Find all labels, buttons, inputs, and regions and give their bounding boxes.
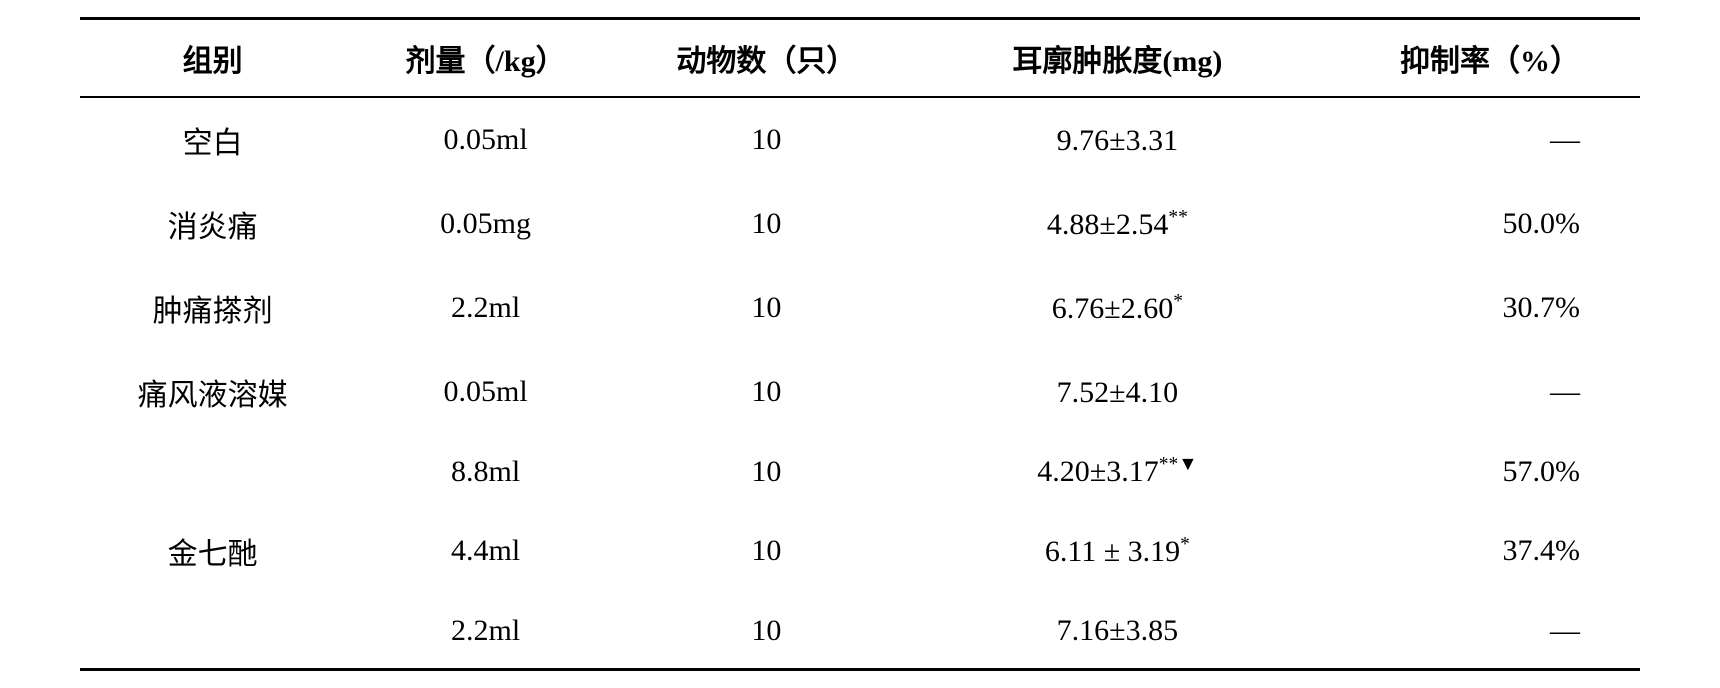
cell-group [80, 434, 345, 509]
swelling-marker: ** [1168, 207, 1188, 228]
swelling-marker: * [1180, 534, 1190, 555]
cell-inhibition: — [1328, 350, 1640, 434]
cell-swelling: 6.76±2.60* [907, 266, 1328, 350]
cell-inhibition: 57.0% [1328, 434, 1640, 509]
table-row: 8.8ml 10 4.20±3.17**▼ 57.0% [80, 434, 1640, 509]
cell-inhibition: 50.0% [1328, 182, 1640, 266]
table-row: 2.2ml 10 7.16±3.85 — [80, 593, 1640, 670]
cell-animals: 10 [626, 509, 907, 593]
cell-inhibition: — [1328, 97, 1640, 182]
cell-group: 消炎痛 [80, 182, 345, 266]
header-swelling: 耳廓肿胀度(mg) [907, 19, 1328, 98]
swelling-marker: **▼ [1159, 454, 1198, 475]
table-row: 空白 0.05ml 10 9.76±3.31 — [80, 97, 1640, 182]
cell-swelling: 6.11 ± 3.19* [907, 509, 1328, 593]
cell-inhibition: 37.4% [1328, 509, 1640, 593]
cell-group: 空白 [80, 97, 345, 182]
table-row: 金七酏 4.4ml 10 6.11 ± 3.19* 37.4% [80, 509, 1640, 593]
cell-group [80, 593, 345, 670]
table-row: 消炎痛 0.05mg 10 4.88±2.54** 50.0% [80, 182, 1640, 266]
data-table-container: 组别 剂量（/kg） 动物数（只） 耳廓肿胀度(mg) 抑制率（%） 空白 0.… [60, 17, 1660, 671]
data-table: 组别 剂量（/kg） 动物数（只） 耳廓肿胀度(mg) 抑制率（%） 空白 0.… [80, 17, 1640, 671]
header-animals: 动物数（只） [626, 19, 907, 98]
cell-dose: 0.05mg [345, 182, 626, 266]
table-body: 空白 0.05ml 10 9.76±3.31 — 消炎痛 0.05mg 10 4… [80, 97, 1640, 670]
table-row: 痛风液溶媒 0.05ml 10 7.52±4.10 — [80, 350, 1640, 434]
header-dose: 剂量（/kg） [345, 19, 626, 98]
cell-animals: 10 [626, 182, 907, 266]
cell-dose: 4.4ml [345, 509, 626, 593]
cell-inhibition: — [1328, 593, 1640, 670]
cell-animals: 10 [626, 97, 907, 182]
cell-swelling: 9.76±3.31 [907, 97, 1328, 182]
table-header-row: 组别 剂量（/kg） 动物数（只） 耳廓肿胀度(mg) 抑制率（%） [80, 19, 1640, 98]
cell-swelling: 7.16±3.85 [907, 593, 1328, 670]
cell-animals: 10 [626, 350, 907, 434]
cell-group: 肿痛搽剂 [80, 266, 345, 350]
cell-animals: 10 [626, 434, 907, 509]
cell-swelling: 7.52±4.10 [907, 350, 1328, 434]
cell-inhibition: 30.7% [1328, 266, 1640, 350]
cell-dose: 8.8ml [345, 434, 626, 509]
header-group: 组别 [80, 19, 345, 98]
cell-animals: 10 [626, 266, 907, 350]
table-row: 肿痛搽剂 2.2ml 10 6.76±2.60* 30.7% [80, 266, 1640, 350]
cell-dose: 0.05ml [345, 350, 626, 434]
cell-dose: 0.05ml [345, 97, 626, 182]
header-inhibition: 抑制率（%） [1328, 19, 1640, 98]
cell-animals: 10 [626, 593, 907, 670]
cell-group: 金七酏 [80, 509, 345, 593]
cell-group: 痛风液溶媒 [80, 350, 345, 434]
swelling-marker: * [1173, 291, 1183, 312]
cell-dose: 2.2ml [345, 593, 626, 670]
cell-dose: 2.2ml [345, 266, 626, 350]
cell-swelling: 4.20±3.17**▼ [907, 434, 1328, 509]
cell-swelling: 4.88±2.54** [907, 182, 1328, 266]
